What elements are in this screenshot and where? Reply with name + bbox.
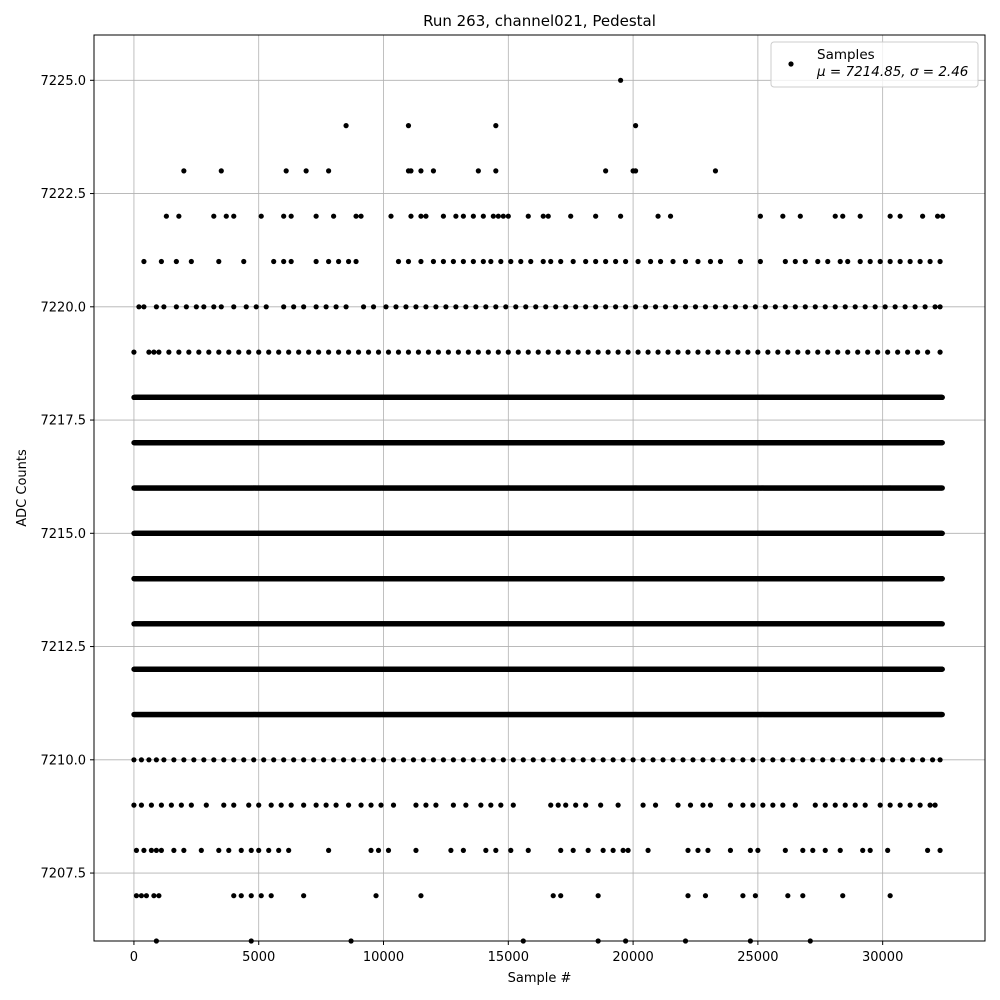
data-points — [131, 77, 946, 944]
level-7212-points — [131, 666, 945, 672]
level-7211-points — [131, 711, 945, 718]
data-point — [939, 711, 945, 718]
